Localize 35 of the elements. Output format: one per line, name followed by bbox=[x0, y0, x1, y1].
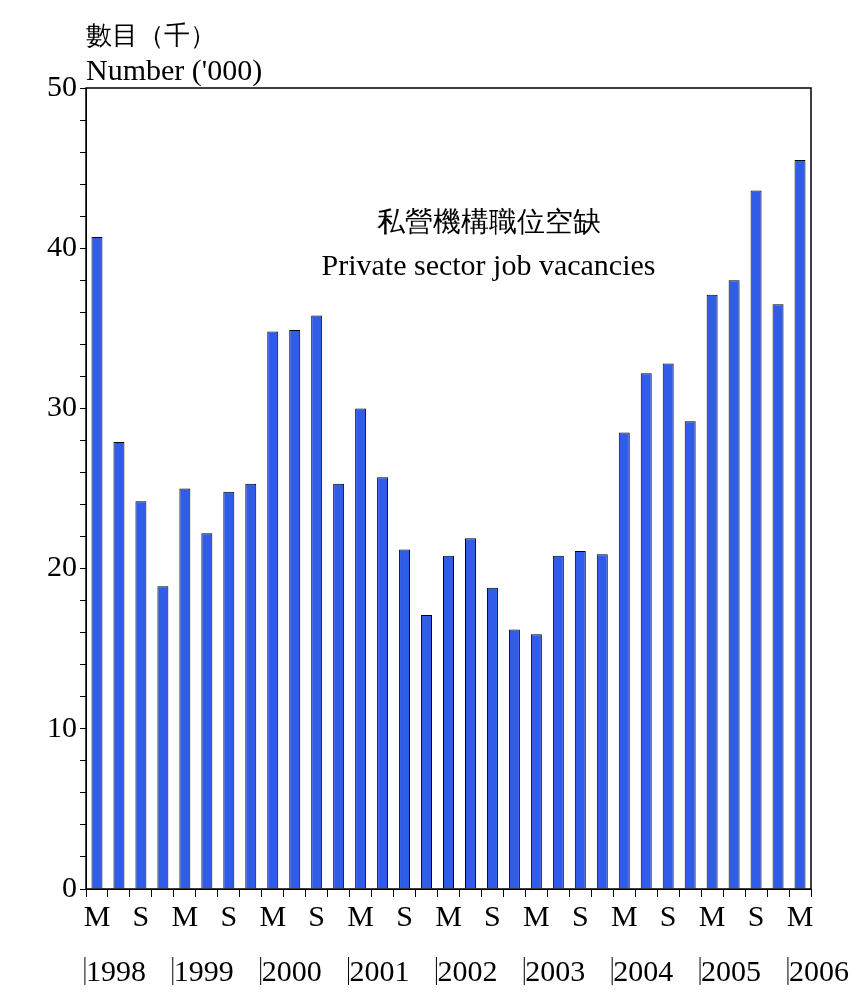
x-tick-label: S bbox=[747, 898, 765, 932]
y-tick-label: 10 bbox=[47, 709, 77, 743]
x-tick-label: S bbox=[220, 898, 238, 932]
x-tick-label: S bbox=[484, 898, 501, 932]
y-tick-label: 40 bbox=[47, 229, 77, 263]
x-tick-label: S bbox=[308, 898, 326, 932]
text: 2001 bbox=[349, 954, 410, 987]
x-tick-label: M bbox=[698, 898, 726, 932]
y-tick-label: 20 bbox=[47, 549, 77, 583]
x-tick-label: S bbox=[396, 898, 413, 932]
y-tick-label: 30 bbox=[47, 389, 77, 423]
y-tick-label: 0 bbox=[62, 869, 77, 903]
x-tick-label: S bbox=[659, 898, 677, 932]
text: 2002 bbox=[437, 954, 498, 987]
text: 2006 bbox=[788, 954, 849, 987]
x-tick-label: M bbox=[171, 898, 199, 932]
text: 1999 bbox=[173, 954, 234, 987]
text: 2005 bbox=[701, 954, 762, 987]
text: 私營機構職位空缺 bbox=[376, 206, 601, 237]
text: 2003 bbox=[525, 954, 586, 987]
x-tick-label: M bbox=[83, 898, 111, 932]
x-tick-label: M bbox=[610, 898, 638, 932]
x-tick-label: S bbox=[571, 898, 589, 932]
x-tick-label: M bbox=[259, 898, 287, 932]
text: 1998 bbox=[85, 954, 146, 987]
text: 2000 bbox=[261, 954, 322, 987]
x-tick-label: M bbox=[347, 898, 374, 932]
y-axis-title: 數目（千） Number ('000) bbox=[86, 21, 263, 87]
x-tick-label: M bbox=[786, 898, 814, 932]
text: Private sector job vacancies bbox=[321, 248, 656, 281]
x-tick-label: M bbox=[435, 898, 462, 932]
y-tick-label: 50 bbox=[47, 68, 77, 102]
x-tick-label: S bbox=[132, 898, 150, 932]
text: 2004 bbox=[613, 954, 674, 987]
x-tick-label: M bbox=[523, 898, 550, 932]
